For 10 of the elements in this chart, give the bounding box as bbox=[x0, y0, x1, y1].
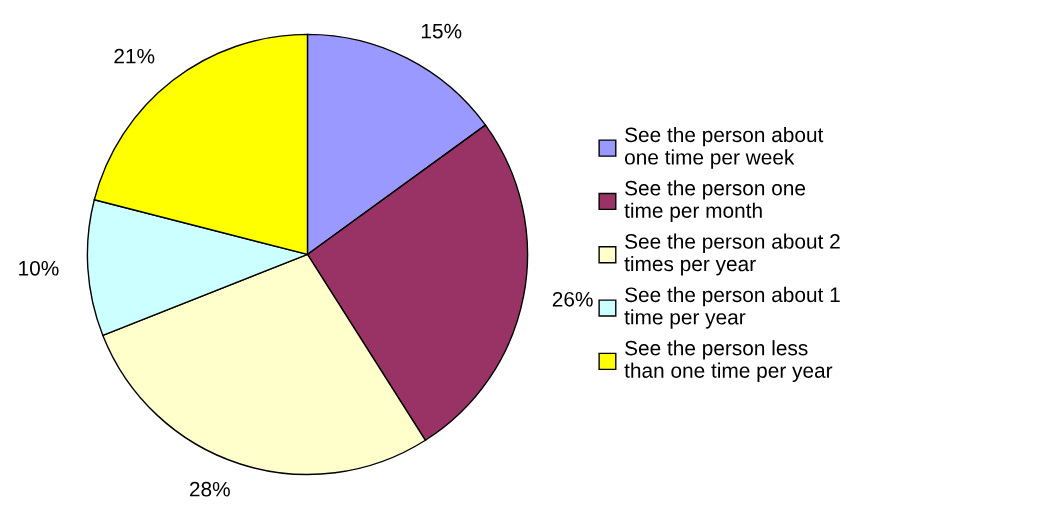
data-label: 28% bbox=[189, 481, 230, 497]
data-label: 10% bbox=[19, 260, 59, 276]
legend-label: See the person about 1 time per year bbox=[624, 286, 840, 329]
legend-label: See the person one time per month bbox=[624, 180, 806, 223]
legend-label: See the person about 2 times per year bbox=[624, 233, 840, 276]
legend-label: See the person less than one time per year bbox=[624, 340, 833, 383]
legend-label: See the person about one time per week bbox=[625, 126, 824, 169]
data-label: 26% bbox=[552, 291, 593, 307]
data-label: 15% bbox=[421, 23, 462, 39]
data-label: 21% bbox=[114, 48, 155, 64]
